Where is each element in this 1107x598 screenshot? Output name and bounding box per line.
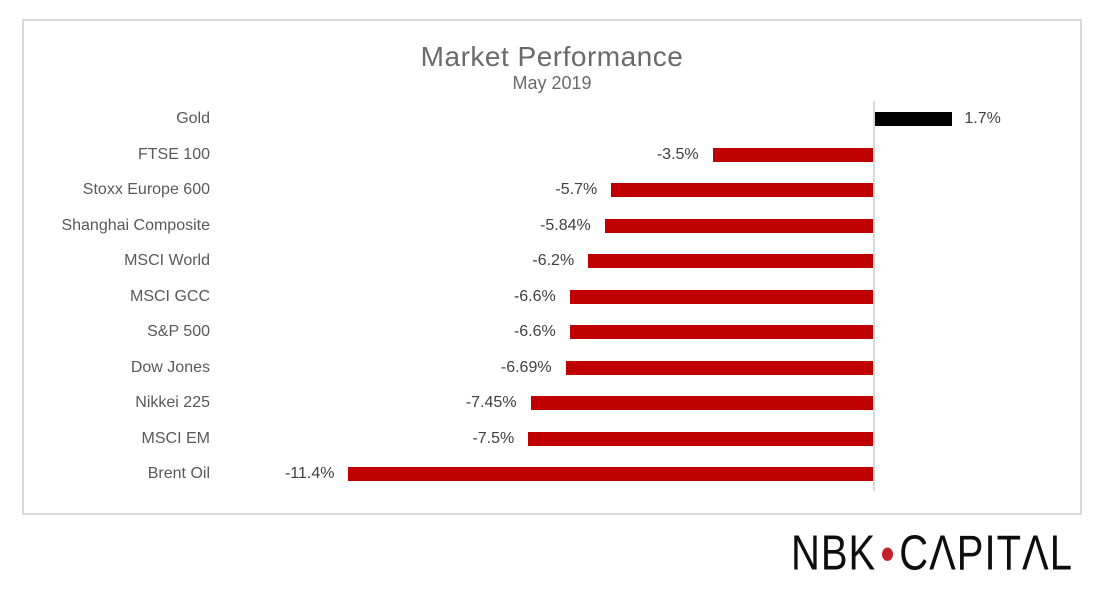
- bar: [611, 183, 874, 197]
- chart-frame: Market Performance May 2019 Gold 1.7% FTSE…: [22, 19, 1082, 515]
- chart-subtitle: May 2019: [512, 73, 592, 93]
- value-label: -6.6%: [513, 323, 556, 340]
- value-label: -7.45%: [465, 394, 517, 411]
- nbk-capital-logo: NBK CΛPITΛL: [791, 529, 1073, 578]
- value-label: -6.6%: [513, 287, 556, 305]
- value-label: -3.5%: [656, 145, 699, 163]
- category-label: Dow Jones: [130, 358, 210, 376]
- value-label: -5.84%: [540, 216, 591, 234]
- category-label: Brent Oil: [147, 465, 210, 482]
- category-label: MSCI EM: [141, 429, 210, 447]
- bar: [712, 147, 874, 162]
- bar: [565, 360, 874, 375]
- category-label: MSCI GCC: [130, 287, 210, 305]
- value-label: -6.2%: [532, 252, 575, 269]
- category-label: FTSE 100: [137, 145, 210, 163]
- category-label: S&P 500: [147, 323, 210, 340]
- bar: [530, 396, 874, 410]
- chart-title: Market Performance: [420, 41, 684, 72]
- value-label: -5.7%: [555, 181, 598, 198]
- value-label: -11.4%: [284, 465, 335, 482]
- bar: [874, 112, 953, 126]
- bar: [588, 254, 874, 268]
- value-label: -7.5%: [472, 429, 515, 447]
- category-label: Shanghai Composite: [61, 216, 210, 234]
- logo-text-nbk: NBK: [790, 526, 877, 581]
- logo-text-capital: CΛPITΛL: [899, 526, 1073, 581]
- plot-area: Gold 1.7% FTSE 100 -3.5% Stoxx Europe 600 -5.…: [24, 21, 1080, 513]
- logo-dot-icon: [882, 547, 894, 561]
- bar: [569, 325, 874, 339]
- value-label: -6.69%: [500, 358, 552, 376]
- zero-axis-line: [873, 101, 875, 491]
- value-label: 1.7%: [964, 110, 1001, 127]
- category-label: Gold: [176, 110, 210, 127]
- bar: [569, 289, 874, 304]
- category-label: MSCI World: [124, 252, 210, 269]
- bar: [348, 467, 874, 481]
- category-label: Nikkei 225: [135, 394, 210, 411]
- bar: [528, 431, 874, 446]
- category-label: Stoxx Europe 600: [82, 181, 210, 198]
- bar: [604, 218, 874, 233]
